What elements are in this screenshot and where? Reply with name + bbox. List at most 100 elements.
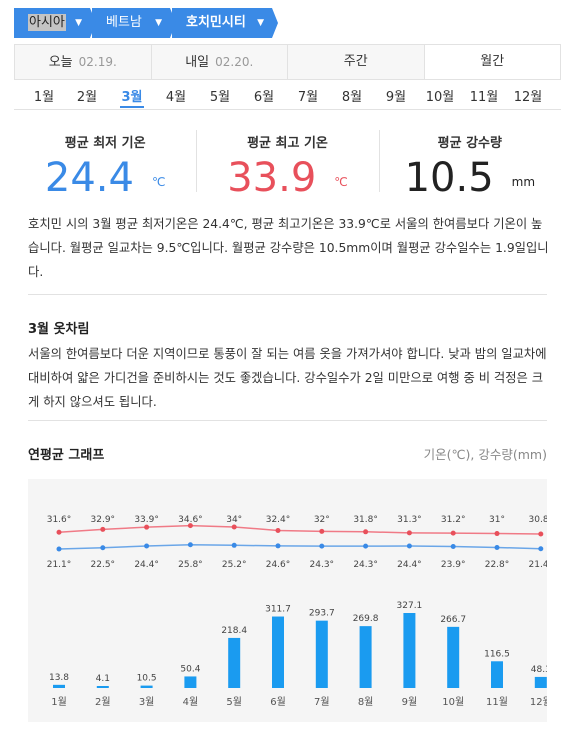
tab-weekly-label: 주간 xyxy=(343,54,368,69)
breadcrumb: 아시아 ▼ 베트남 ▼ 호치민시티 ▼ xyxy=(0,0,577,44)
tab-weekly[interactable]: 주간 xyxy=(288,45,425,79)
max-temp-label: 32° xyxy=(314,515,330,525)
tab-tomorrow-label: 내일 xyxy=(185,55,210,70)
max-temp-label: 31.2° xyxy=(441,515,466,525)
graph-units: 기온(℃), 강수량(mm) xyxy=(423,447,547,462)
min-temp-label: 25.2° xyxy=(222,560,247,570)
breadcrumb-region-label: 아시아 xyxy=(28,14,66,31)
max-temp-label: 31.6° xyxy=(47,515,72,525)
min-temp-label: 23.9° xyxy=(441,560,466,570)
period-tabs: 오늘 02.19. 내일 02.20. 주간 월간 xyxy=(14,44,561,80)
min-temp-label: 24.4° xyxy=(397,560,422,570)
stat-max-temp-unit: ℃ xyxy=(334,175,348,189)
min-temp-point xyxy=(450,543,456,549)
tab-tomorrow[interactable]: 내일 02.20. xyxy=(152,45,288,79)
max-temp-point xyxy=(406,530,412,536)
max-temp-point xyxy=(450,530,456,536)
stat-rainfall: 평균 강수량 10.5 mm xyxy=(378,112,561,204)
rainfall-bar xyxy=(447,626,460,688)
annual-chart-svg: 31.6° 32.9° 33.9° 34.6° 34° 32.4° 32° 31.8° 31.3… xyxy=(47,515,547,708)
tab-month-10[interactable]: 10월 xyxy=(425,90,455,105)
max-temp-point xyxy=(319,528,325,534)
min-temp-point xyxy=(538,546,544,552)
rainfall-bar xyxy=(53,684,65,688)
chevron-down-icon: ▼ xyxy=(155,18,162,28)
stat-max-temp: 평균 최고 기온 33.9 ℃ xyxy=(196,112,378,204)
breadcrumb-region[interactable]: 아시아 ▼ xyxy=(14,8,96,38)
tab-month-3[interactable]: 3월 xyxy=(114,86,150,108)
month-axis-label: 12월 xyxy=(530,696,547,708)
annual-chart: 31.6° 32.9° 33.9° 34.6° 34° 32.4° 32° 31.8° 31.3… xyxy=(28,479,547,722)
min-temp-label: 25.8° xyxy=(178,560,203,570)
min-temp-point xyxy=(319,543,325,549)
tab-month-4[interactable]: 4월 xyxy=(165,90,187,105)
chevron-down-icon: ▼ xyxy=(257,18,264,28)
rainfall-label: 50.4 xyxy=(180,664,200,674)
rainfall-label: 4.1 xyxy=(96,674,110,684)
rainfall-label: 327.1 xyxy=(397,601,423,611)
min-temp-point xyxy=(363,543,369,549)
monthly-summary: 호치민 시의 3월 평균 최저기온은 24.4℃, 평균 최고기온은 33.9℃… xyxy=(28,217,549,279)
tab-month-12[interactable]: 12월 xyxy=(513,90,543,105)
rainfall-label: 266.7 xyxy=(440,615,466,625)
rainfall-bar xyxy=(491,661,503,688)
max-temp-label: 32.4° xyxy=(266,515,291,525)
month-axis-label: 4월 xyxy=(183,696,199,708)
min-temp-label: 24.4° xyxy=(134,560,159,570)
tab-month-5[interactable]: 5월 xyxy=(209,90,231,105)
tab-month-1[interactable]: 1월 xyxy=(33,90,55,105)
tab-month-7[interactable]: 7월 xyxy=(297,90,319,105)
min-temp-label: 21.4° xyxy=(529,560,547,570)
tab-month-9[interactable]: 9월 xyxy=(385,90,407,105)
min-temp-label: 24.6° xyxy=(266,560,291,570)
tab-month-2[interactable]: 2월 xyxy=(76,90,98,105)
max-temp-point xyxy=(187,523,193,529)
rainfall-label: 293.7 xyxy=(309,609,335,619)
tab-month-8[interactable]: 8월 xyxy=(341,90,363,105)
max-temp-point xyxy=(231,524,237,530)
stat-min-temp-label: 평균 최저 기온 xyxy=(64,136,146,151)
month-tabs: 1월 2월 3월 4월 5월 6월 7월 8월 9월 10월 11월 12월 xyxy=(14,80,561,110)
rainfall-bar xyxy=(272,616,284,688)
divider xyxy=(28,294,547,295)
tab-month-6[interactable]: 6월 xyxy=(253,90,275,105)
month-axis-label: 3월 xyxy=(139,696,155,708)
rainfall-label: 116.5 xyxy=(484,649,510,659)
min-temp-label: 21.1° xyxy=(47,560,72,570)
month-axis-label: 6월 xyxy=(270,696,286,708)
rainfall-label: 218.4 xyxy=(221,626,247,636)
month-axis-label: 8월 xyxy=(358,696,374,708)
breadcrumb-city-label: 호치민시티 xyxy=(186,15,246,30)
tab-today-date: 02.19. xyxy=(78,55,117,69)
stat-rainfall-unit: mm xyxy=(511,175,536,189)
stat-max-temp-value: 33.9 xyxy=(227,155,317,201)
tab-monthly[interactable]: 월간 xyxy=(424,45,560,79)
min-temp-point xyxy=(56,546,62,552)
min-temp-point xyxy=(100,545,106,551)
breadcrumb-country[interactable]: 베트남 ▼ xyxy=(92,8,176,38)
max-temp-point xyxy=(275,527,281,533)
month-axis-label: 5월 xyxy=(226,696,242,708)
breadcrumb-city[interactable]: 호치민시티 ▼ xyxy=(172,8,278,38)
min-temp-point xyxy=(275,543,281,549)
tab-month-11[interactable]: 11월 xyxy=(469,90,499,105)
min-temp-label: 22.5° xyxy=(91,560,116,570)
tab-today[interactable]: 오늘 02.19. xyxy=(15,45,152,79)
min-temp-point xyxy=(494,544,500,550)
divider xyxy=(28,420,547,421)
stat-min-temp-unit: ℃ xyxy=(151,175,166,189)
stat-rainfall-value: 10.5 xyxy=(404,155,494,201)
rainfall-bar xyxy=(184,676,197,688)
stat-min-temp: 평균 최저 기온 24.4 ℃ xyxy=(14,112,196,204)
max-temp-label: 34.6° xyxy=(178,515,203,525)
max-temp-point xyxy=(363,529,369,535)
max-temp-label: 30.8° xyxy=(529,515,547,525)
max-temp-point xyxy=(538,531,544,537)
rainfall-label: 48.3 xyxy=(531,665,547,675)
rainfall-label: 13.8 xyxy=(49,673,69,683)
max-temp-point xyxy=(144,524,150,530)
month-axis-label: 10월 xyxy=(442,696,464,708)
max-temp-label: 33.9° xyxy=(134,515,159,525)
max-temp-label: 31.8° xyxy=(353,515,378,525)
min-temp-label: 24.3° xyxy=(353,560,378,570)
